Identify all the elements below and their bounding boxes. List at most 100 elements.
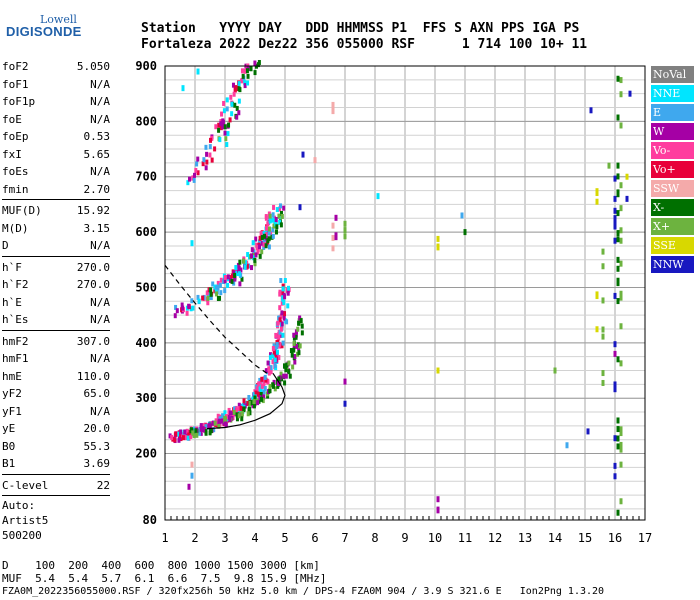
param-label: yF2	[2, 387, 22, 400]
y-tick-label: 700	[135, 170, 157, 184]
x-trace-point	[298, 315, 302, 321]
o-trace-point	[217, 122, 221, 128]
o-trace-point	[232, 280, 236, 286]
x-trace-point	[218, 137, 222, 143]
o-trace-point	[229, 94, 233, 100]
o-trace-point	[216, 280, 220, 286]
x-tick-label: 15	[578, 531, 592, 545]
x-trace-point	[296, 342, 300, 348]
x-trace-point	[236, 262, 240, 268]
x-trace-point	[287, 369, 291, 375]
param-row: yF1 N/A	[2, 403, 110, 421]
o-trace-point	[266, 379, 270, 385]
noise-point	[619, 498, 623, 505]
o-trace-point	[278, 206, 282, 212]
x-trace-point	[227, 122, 231, 128]
noise-point	[616, 236, 620, 243]
o-trace-point	[205, 151, 209, 157]
o-trace-point	[225, 97, 229, 103]
isolated-echo-point	[181, 85, 185, 92]
x-trace-point	[240, 416, 244, 422]
x-trace-point	[280, 213, 284, 219]
noise-point	[595, 198, 599, 205]
y-tick-label: 80	[143, 513, 157, 527]
legend-item: W	[651, 123, 694, 140]
param-label: foE	[2, 112, 22, 126]
x-trace-point	[289, 348, 293, 354]
x-tick-label: 17	[638, 531, 652, 545]
noise-point	[613, 381, 617, 388]
separator	[2, 473, 110, 475]
param-label: D	[2, 239, 9, 252]
o-trace-point	[239, 405, 243, 411]
noise-point	[619, 290, 623, 297]
param-row: h`E N/A	[2, 294, 110, 312]
x-trace-point	[282, 373, 286, 379]
noise-point	[616, 443, 620, 450]
o-trace-point	[269, 369, 273, 375]
o-trace-point	[258, 235, 262, 241]
x-trace-point	[258, 395, 262, 401]
o-trace-point	[283, 278, 287, 284]
o-trace-point	[260, 240, 264, 246]
o-trace-point	[222, 108, 226, 114]
noise-point	[601, 370, 605, 377]
isolated-echo-point	[607, 162, 611, 169]
x-trace-point	[274, 221, 278, 227]
o-trace-point	[208, 152, 212, 158]
x-trace-point	[195, 432, 199, 438]
o-trace-point	[286, 290, 290, 296]
x-trace-point	[224, 136, 228, 142]
o-trace-point	[272, 349, 276, 355]
param-value: N/A	[90, 313, 110, 326]
x-trace-point	[209, 287, 213, 293]
x-trace-point	[204, 429, 208, 435]
o-trace-point	[177, 437, 181, 443]
o-trace-point	[213, 284, 217, 290]
x-trace-point	[253, 60, 257, 66]
x-trace-point	[292, 347, 296, 353]
o-trace-point	[258, 381, 262, 387]
o-trace-point	[252, 249, 256, 255]
noise-point	[343, 227, 347, 234]
o-trace-point	[214, 285, 218, 291]
isolated-echo-point	[190, 472, 194, 479]
x-trace-point	[253, 261, 257, 267]
o-trace-point	[281, 286, 285, 292]
noise-point	[343, 233, 347, 240]
o-trace-point	[280, 300, 284, 306]
o-trace-point	[189, 306, 193, 312]
noise-point	[436, 243, 440, 250]
param-value: 307.0	[76, 334, 110, 348]
x-trace-point	[297, 320, 301, 326]
o-trace-point	[269, 352, 273, 358]
o-trace-point	[194, 167, 198, 173]
o-trace-point	[197, 298, 201, 304]
x-trace-point	[267, 236, 271, 242]
logo-lowell-text: Lowell	[40, 13, 77, 26]
o-trace-point	[239, 267, 243, 273]
x-trace-point	[211, 420, 215, 426]
auto-software: Artist5	[2, 514, 49, 527]
param-value: 2.70	[83, 182, 111, 196]
o-trace-point	[228, 117, 232, 123]
x-trace-point	[229, 410, 233, 416]
x-trace-point	[217, 423, 221, 429]
x-trace-point	[297, 318, 301, 324]
x-trace-point	[225, 142, 229, 148]
o-trace-point	[205, 290, 209, 296]
x-tick-label: 2	[191, 531, 198, 545]
x-trace-point	[293, 354, 297, 360]
x-trace-point	[268, 384, 272, 390]
noise-point	[613, 223, 617, 230]
noise-point	[436, 235, 440, 242]
x-trace-point	[249, 66, 253, 72]
x-tick-label: 13	[518, 531, 532, 545]
o-trace-point	[173, 437, 177, 443]
noise-point	[616, 417, 620, 424]
x-trace-point	[238, 259, 242, 265]
param-row: foF1 N/A	[2, 76, 110, 94]
x-trace-point	[209, 428, 213, 434]
o-trace-point	[255, 386, 259, 392]
x-trace-point	[250, 247, 254, 253]
